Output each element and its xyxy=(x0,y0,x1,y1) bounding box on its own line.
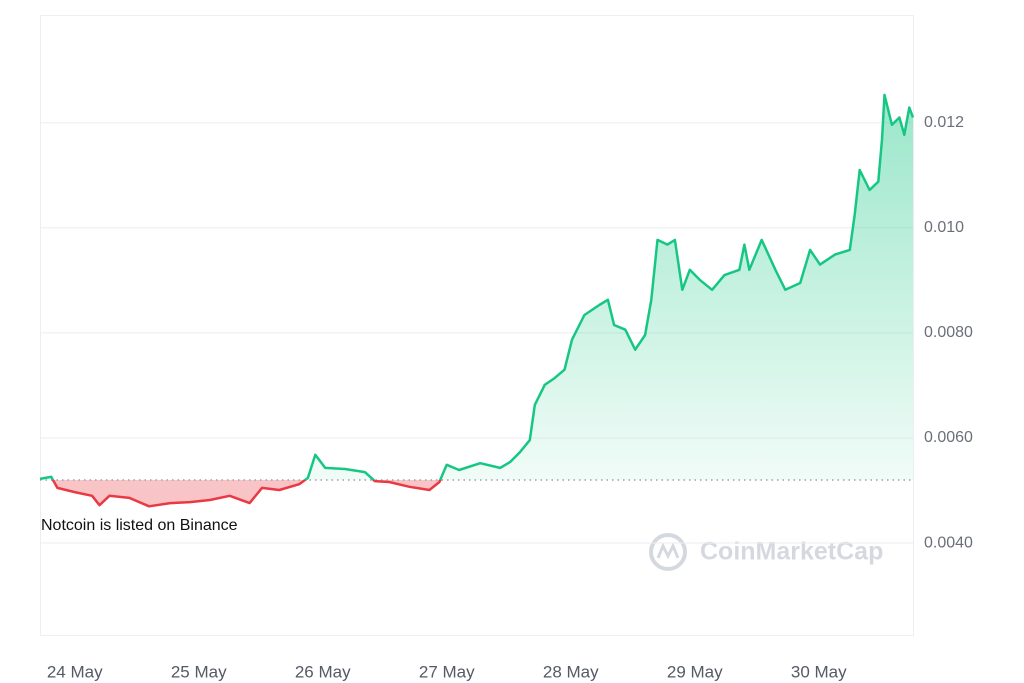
x-tick-label: 29 May xyxy=(667,662,723,681)
watermark-text: CoinMarketCap xyxy=(700,538,883,566)
y-tick-label: 0.012 xyxy=(924,114,964,131)
annotation: Notcoin is listed on Binance xyxy=(41,517,238,534)
x-tick-label: 27 May xyxy=(419,662,475,681)
watermark-logo xyxy=(649,533,687,571)
watermark: CoinMarketCap xyxy=(649,533,883,571)
price-area xyxy=(40,94,913,507)
y-tick-label: 0.0040 xyxy=(924,534,973,551)
y-tick-label: 0.0060 xyxy=(924,429,973,446)
x-tick-label: 25 May xyxy=(171,662,227,681)
y-tick-label: 0.0080 xyxy=(924,324,973,341)
x-tick-label: 26 May xyxy=(295,662,351,681)
watermark-logo-mark xyxy=(656,542,680,560)
x-tick-label: 30 May xyxy=(791,662,847,681)
price-line xyxy=(39,93,915,508)
x-tick-label: 28 May xyxy=(543,662,599,681)
y-tick-label: 0.010 xyxy=(924,219,964,236)
plot-frame xyxy=(40,15,914,636)
x-tick-label: 24 May xyxy=(47,662,103,681)
